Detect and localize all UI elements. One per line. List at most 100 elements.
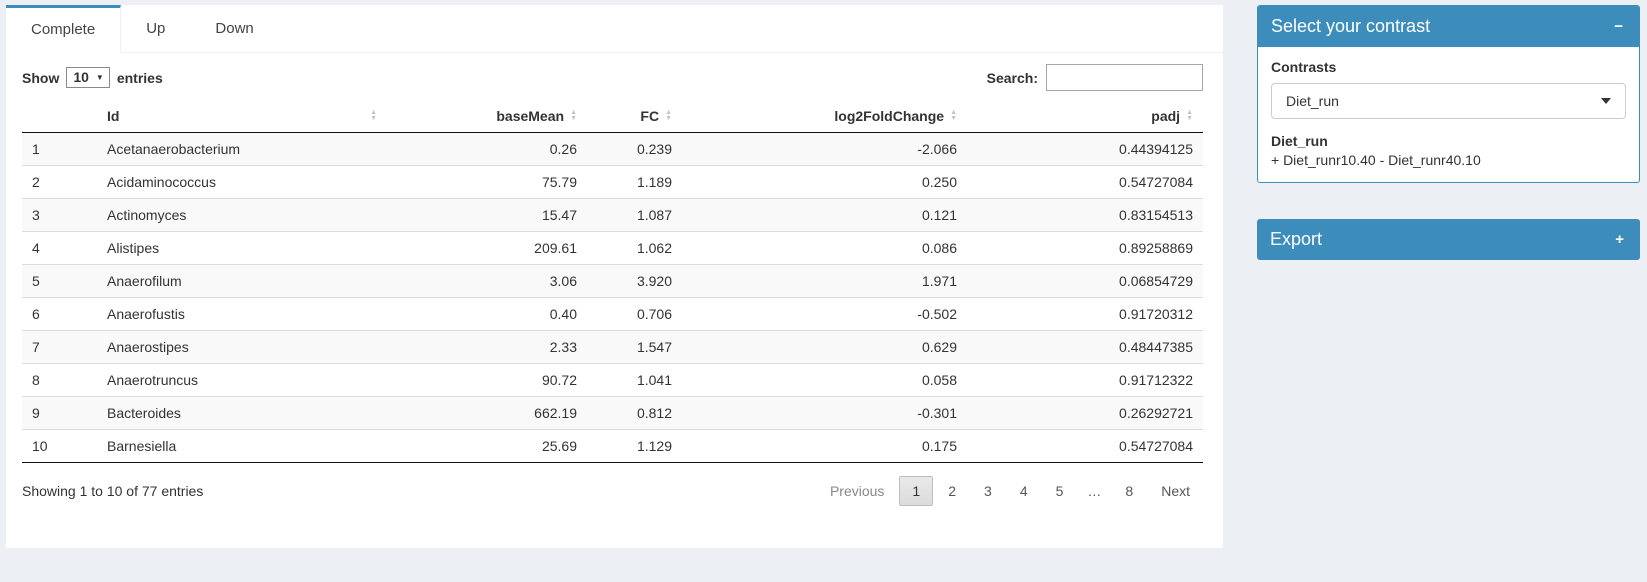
cell-fc: 1.547 [587, 330, 682, 363]
cell-id: Acetanaerobacterium [107, 141, 241, 157]
cell-basemean: 25.69 [387, 429, 587, 462]
export-panel-header[interactable]: Export + [1257, 219, 1640, 260]
page-length-control: Show 10 ▼ entries [22, 67, 163, 88]
pagination-page-2[interactable]: 2 [948, 483, 957, 499]
column-header-basemean[interactable]: baseMean ▲ ▼ [387, 100, 587, 133]
cell-id: Barnesiella [97, 429, 387, 462]
cell-fc: 1.087 [587, 198, 682, 231]
cell-basemean: 662.19 [387, 396, 587, 429]
table-row[interactable]: 7 Anaerostipes 2.33 1.547 0.629 0.484473… [22, 330, 1203, 363]
cell-padj: 0.44394125 [1119, 141, 1193, 157]
cell-fc: 1.129 [587, 429, 682, 462]
page-length-select[interactable]: 10 ▼ [66, 67, 110, 88]
column-label: log2FoldChange [834, 108, 945, 124]
cell-rownum: 1 [32, 141, 40, 157]
cell-fc: 0.812 [587, 396, 682, 429]
tab-complete[interactable]: Complete [6, 5, 122, 53]
column-header-log2foldchange[interactable]: log2FoldChange ▲ ▼ [682, 100, 967, 133]
contrast-panel-title: Select your contrast [1271, 16, 1431, 36]
table-row[interactable]: 5 Anaerofilum 3.06 3.920 1.971 0.0685472… [22, 264, 1203, 297]
cell-rownum: 8 [22, 363, 97, 396]
pagination-next[interactable]: Next [1161, 483, 1190, 499]
contrast-select[interactable]: Diet_run [1271, 83, 1626, 119]
export-panel-title: Export [1270, 229, 1323, 249]
pagination: Previous 1 2 3 4 5 … 8 Next [815, 476, 1203, 506]
column-header-padj[interactable]: padj ▲ ▼ [967, 100, 1203, 133]
cell-id: Anaerofustis [97, 297, 387, 330]
cell-log2fc: 0.058 [682, 363, 967, 396]
collapse-minus-icon[interactable]: − [1614, 18, 1623, 35]
results-tab-box: Complete Up Down Show 10 ▼ entries Searc… [6, 5, 1223, 548]
cell-id: Anaerostipes [97, 330, 387, 363]
pagination-previous[interactable]: Previous [829, 483, 885, 499]
pagination-page-1[interactable]: 1 [899, 476, 934, 506]
column-header-id[interactable]: Id ▲ ▼ [97, 100, 387, 133]
table-row[interactable]: 3 Actinomyces 15.47 1.087 0.121 0.831545… [22, 198, 1203, 231]
tab-down[interactable]: Down [215, 20, 254, 37]
cell-log2fc: 0.629 [682, 330, 967, 363]
tab-up[interactable]: Up [146, 20, 166, 37]
cell-padj: 0.91720312 [967, 297, 1203, 330]
table-row[interactable]: 8 Anaerotruncus 90.72 1.041 0.058 0.9171… [22, 363, 1203, 396]
cell-log2fc: -0.301 [682, 396, 967, 429]
pagination-page-3[interactable]: 3 [984, 483, 992, 499]
header-row: Id ▲ ▼ baseMean ▲ ▼ FC [22, 100, 1203, 133]
table-footer: Showing 1 to 10 of 77 entries Previous 1… [6, 463, 1223, 518]
cell-padj: 0.48447385 [967, 330, 1203, 363]
cell-basemean: 90.72 [387, 363, 587, 396]
table-row[interactable]: 4 Alistipes 209.61 1.062 0.086 0.8925886… [22, 231, 1203, 264]
cell-rownum: 4 [22, 231, 97, 264]
cell-log2fc: -0.502 [682, 297, 967, 330]
sort-icon: ▲ ▼ [665, 109, 672, 122]
cell-padj: 0.89258869 [967, 231, 1203, 264]
search-input[interactable] [1046, 64, 1203, 91]
cell-padj: 0.26292721 [967, 396, 1203, 429]
contrast-select-value: Diet_run [1286, 93, 1339, 109]
cell-fc: 1.189 [587, 165, 682, 198]
cell-rownum: 9 [22, 396, 97, 429]
table-wrapper: Id ▲ ▼ baseMean ▲ ▼ FC [6, 100, 1223, 463]
pagination-page-8[interactable]: 8 [1125, 483, 1134, 499]
cell-log2fc: 0.121 [682, 198, 967, 231]
table-info: Showing 1 to 10 of 77 entries [22, 483, 204, 499]
table-row[interactable]: 9 Bacteroides 662.19 0.812 -0.301 0.2629… [22, 396, 1203, 429]
cell-rownum: 3 [22, 198, 97, 231]
cell-id: Bacteroides [97, 396, 387, 429]
column-header-fc[interactable]: FC ▲ ▼ [587, 100, 682, 133]
cell-log2fc: 0.250 [682, 165, 967, 198]
cell-basemean: 2.33 [387, 330, 587, 363]
cell-padj: 0.91712322 [967, 363, 1203, 396]
cell-fc: 1.062 [587, 231, 682, 264]
search-control: Search: [987, 64, 1203, 91]
table-row[interactable]: 2 Acidaminococcus 75.79 1.189 0.250 0.54… [22, 165, 1203, 198]
column-label: FC [640, 108, 660, 124]
table-row[interactable]: 10 Barnesiella 25.69 1.129 0.175 0.54727… [22, 429, 1203, 462]
cell-rownum: 6 [22, 297, 97, 330]
cell-rownum: 5 [22, 264, 97, 297]
cell-basemean: 15.47 [387, 198, 587, 231]
pagination-page-5[interactable]: 5 [1055, 483, 1064, 499]
sort-icon: ▲ ▼ [570, 109, 577, 122]
contrast-panel-header[interactable]: Select your contrast − [1258, 6, 1639, 47]
expand-plus-icon[interactable]: + [1615, 231, 1624, 248]
table-row[interactable]: 1 Acetanaerobacterium 0.26 0.239 -2.066 … [22, 133, 1203, 165]
cell-fc: 3.920 [587, 264, 682, 297]
tab-bar: Complete Up Down [6, 5, 1223, 53]
cell-basemean: 75.79 [387, 165, 587, 198]
cell-log2fc: 0.175 [682, 429, 967, 462]
cell-rownum: 2 [22, 165, 97, 198]
cell-id: Anaerofilum [97, 264, 387, 297]
contrast-panel-body: Contrasts Diet_run Diet_run + Diet_runr1… [1258, 47, 1639, 182]
table-controls: Show 10 ▼ entries Search: [6, 53, 1223, 100]
column-label: Id [107, 108, 120, 124]
sort-icon: ▲ ▼ [1186, 109, 1193, 122]
page: Complete Up Down Show 10 ▼ entries Searc… [6, 5, 1640, 548]
pagination-page-4[interactable]: 4 [1019, 483, 1028, 499]
cell-padj: 0.54727084 [967, 165, 1203, 198]
search-label: Search: [986, 69, 1038, 86]
cell-fc: 1.041 [587, 363, 682, 396]
cell-id: Anaerotruncus [97, 363, 387, 396]
cell-log2fc: -2.066 [917, 141, 957, 157]
table-row[interactable]: 6 Anaerofustis 0.40 0.706 -0.502 0.91720… [22, 297, 1203, 330]
cell-padj: 0.83154513 [967, 198, 1203, 231]
